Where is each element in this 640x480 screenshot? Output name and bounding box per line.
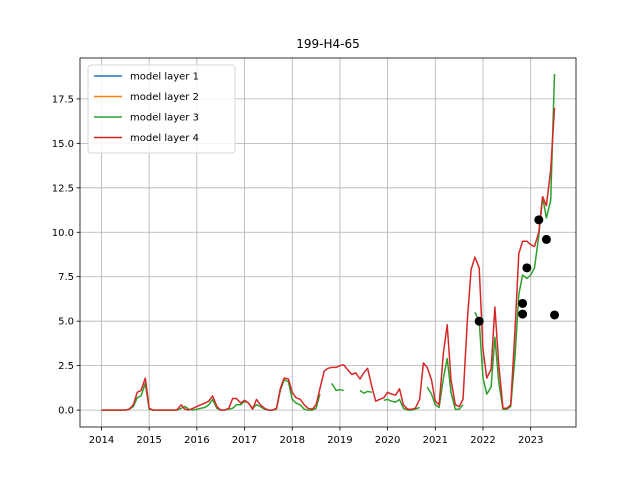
observation-point <box>518 298 528 308</box>
x-axis-ticks: 2014 2015 2016 2017 2018 2019 2020 2021 2022 2023 <box>89 427 543 446</box>
y-tick-label: 12.5 <box>52 183 74 194</box>
y-tick-label: 10.0 <box>52 228 74 239</box>
x-tick-label: 2017 <box>232 435 257 446</box>
y-axis-ticks: 0.0 2.5 5.0 7.5 10.0 12.5 15.0 17.5 <box>52 94 80 417</box>
series-line-layer-3 <box>359 389 373 394</box>
legend: model layer 1 model layer 2 model layer 3 m… <box>87 64 236 154</box>
legend-label: model layer 1 <box>130 72 199 83</box>
observation-point <box>522 263 532 273</box>
x-tick-label: 2020 <box>375 435 400 446</box>
y-tick-label: 5.0 <box>58 317 74 328</box>
y-tick-label: 15.0 <box>52 139 74 150</box>
observation-point <box>474 316 484 326</box>
y-tick-label: 17.5 <box>52 94 74 105</box>
x-tick-label: 2022 <box>470 435 495 446</box>
legend-label: model layer 4 <box>130 133 199 144</box>
observation-point <box>541 234 551 244</box>
x-tick-label: 2014 <box>89 435 114 446</box>
observation-point <box>550 310 560 320</box>
x-tick-label: 2021 <box>423 435 448 446</box>
x-tick-label: 2023 <box>518 435 543 446</box>
x-tick-label: 2019 <box>327 435 352 446</box>
legend-box <box>87 64 236 154</box>
legend-label: model layer 3 <box>130 113 199 124</box>
series-line-layer-3 <box>426 357 464 410</box>
chart-title: 199-H4-65 <box>296 37 360 51</box>
y-tick-label: 2.5 <box>58 361 74 372</box>
legend-label: model layer 2 <box>130 92 199 103</box>
plot-area-frame <box>79 57 577 428</box>
x-tick-label: 2016 <box>184 435 209 446</box>
x-tick-label: 2018 <box>280 435 305 446</box>
series-line-layer-3 <box>331 383 344 392</box>
series-lines <box>101 73 556 411</box>
y-tick-label: 0.0 <box>58 406 74 417</box>
observation-point <box>518 309 528 319</box>
series-line-layer-3 <box>383 398 420 411</box>
observation-points <box>474 215 560 326</box>
y-tick-label: 7.5 <box>58 272 74 283</box>
series-line-layer-3 <box>101 379 321 411</box>
x-tick-label: 2015 <box>136 435 161 446</box>
observation-point <box>534 215 544 225</box>
series-line-layer-4 <box>101 107 556 411</box>
